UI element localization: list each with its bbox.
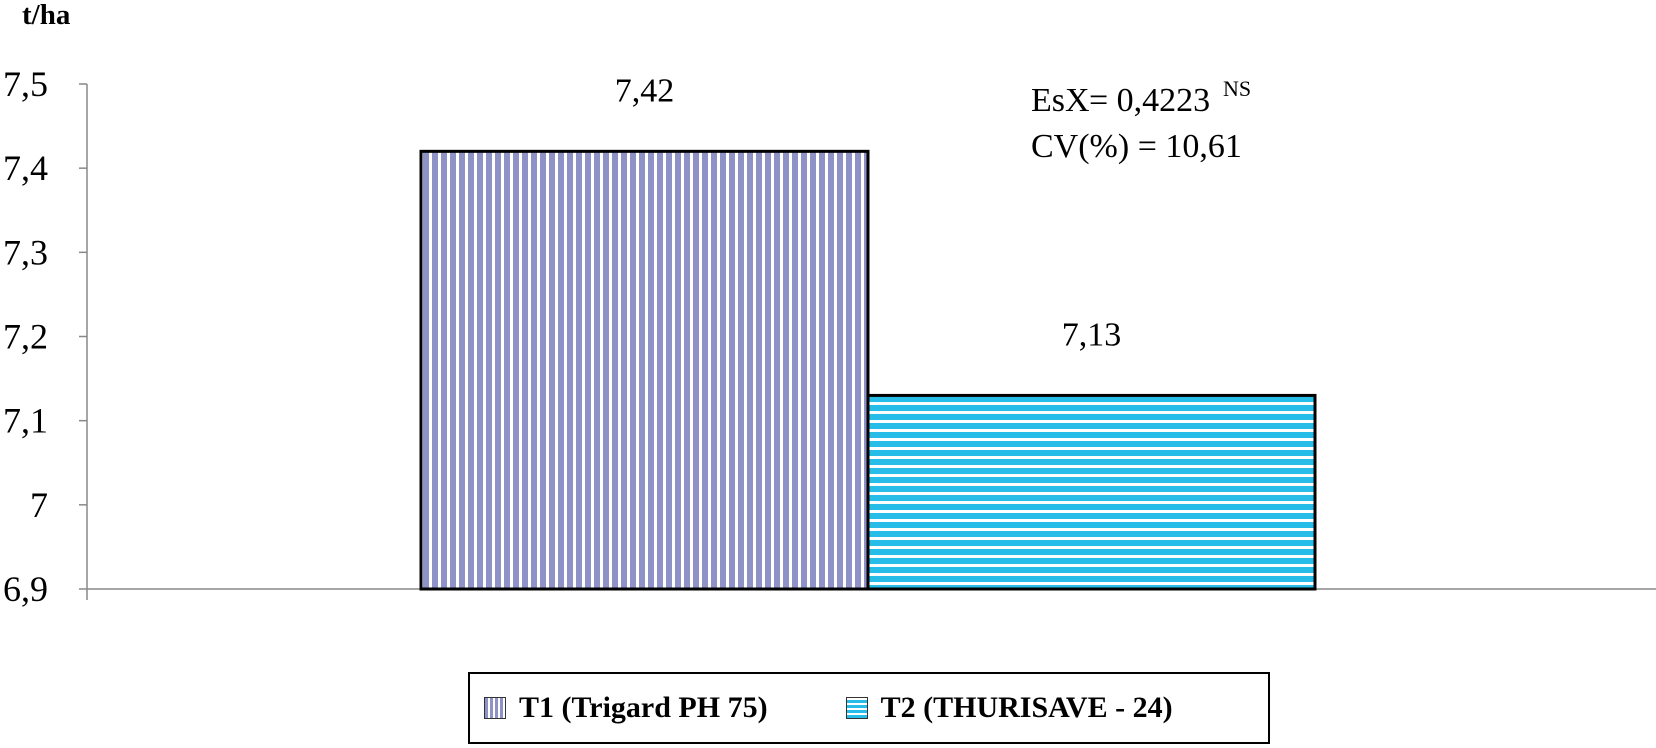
esx-value: = 0,4223 (1089, 82, 1210, 119)
y-tick-label: 7 (30, 485, 48, 525)
y-tick-label: 7,1 (3, 401, 48, 441)
legend-label-t2: T2 (THURISAVE - 24) (880, 691, 1173, 724)
bars (419, 149, 1317, 591)
y-tick-label: 7,5 (3, 64, 48, 104)
y-tick-label: 7,4 (3, 148, 48, 188)
legend: T1 (Trigard PH 75) T2 (THURISAVE - 24) (468, 672, 1270, 744)
cv-label: CV(%) = 10,61 (1031, 128, 1242, 165)
data-labels: 7,42 7,13 (615, 72, 1122, 353)
y-axis-title: t/ha (22, 0, 71, 31)
svg-text:= 0,4223: = 0,4223 (1089, 82, 1210, 119)
legend-item-t1: T1 (Trigard PH 75) (484, 691, 768, 725)
stats-annotation: EsX = 0,4223 NS CV(%) = 10,61 (1031, 76, 1251, 165)
y-tick-label: 6,9 (3, 569, 48, 609)
bar-2 (866, 393, 1317, 591)
legend-item-t2: T2 (THURISAVE - 24) (845, 691, 1173, 725)
legend-label-t1: T1 (Trigard PH 75) (519, 691, 768, 724)
legend-swatch-t2 (845, 697, 868, 719)
y-tick-label: 7,2 (3, 317, 48, 357)
data-label-2: 7,13 (1062, 316, 1122, 353)
data-label-1: 7,42 (615, 72, 675, 109)
legend-swatch-t1 (484, 697, 506, 719)
y-ticks: 6,9 7 7,1 7,2 7,3 7,4 7,5 (3, 64, 87, 609)
esx-label: EsX (1031, 82, 1090, 119)
y-tick-label: 7,3 (3, 232, 48, 272)
bar-1 (419, 149, 870, 591)
svg-text:EsX: EsX (1031, 82, 1090, 119)
esx-sup: NS (1223, 76, 1251, 101)
